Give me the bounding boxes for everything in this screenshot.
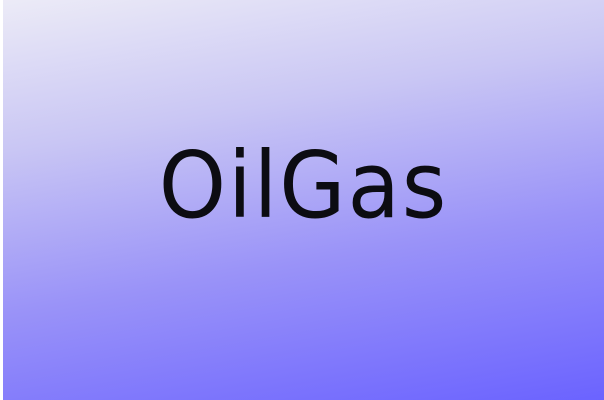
logo-canvas: OilGas: [3, 0, 604, 400]
logo-wordmark: OilGas: [158, 132, 449, 239]
